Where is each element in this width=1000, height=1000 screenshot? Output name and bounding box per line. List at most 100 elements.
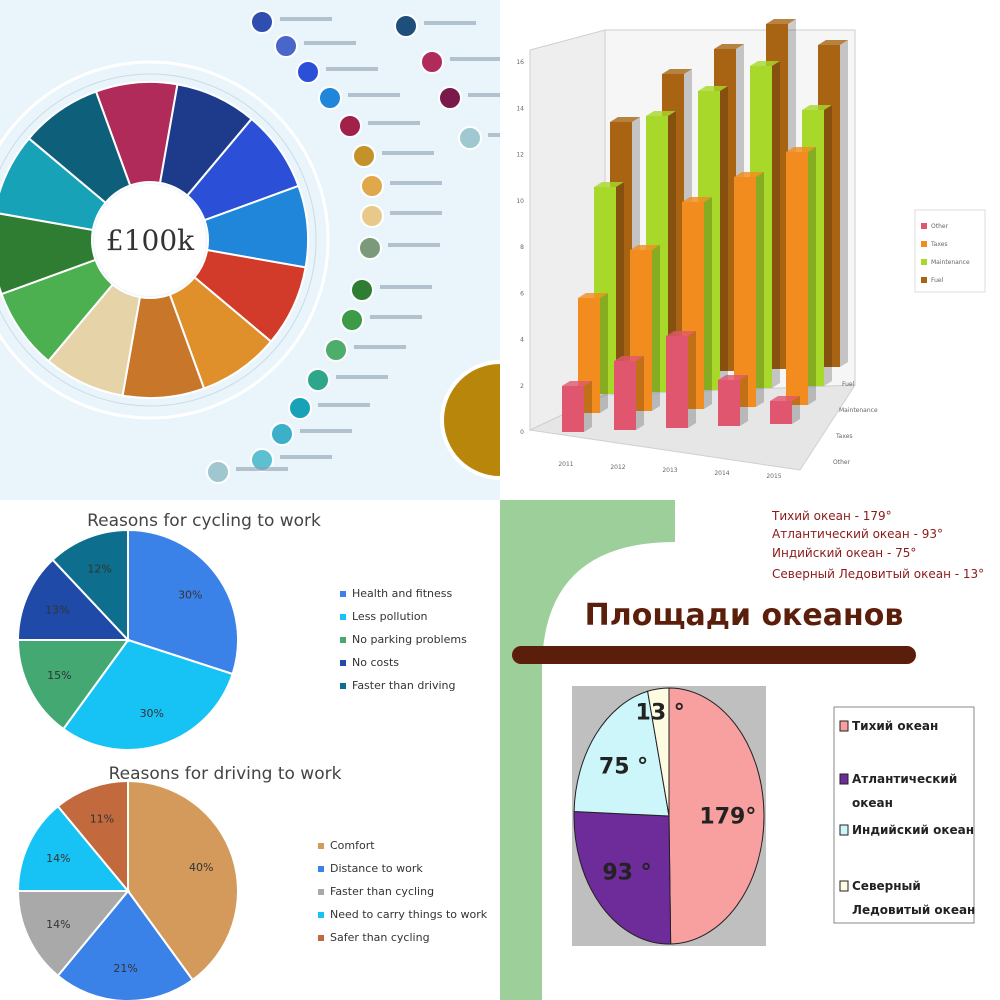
bubble-caption-placeholder: [336, 375, 388, 379]
bar-top: [698, 86, 728, 91]
bar: [562, 386, 584, 432]
bubble-caption-placeholder: [326, 67, 378, 71]
bar-side: [756, 172, 764, 407]
bar-top: [750, 61, 780, 66]
bar-side: [704, 197, 712, 409]
bubble-caption-placeholder: [450, 57, 500, 61]
bar-chart-svg: 0 2 4 6 8 10 12 14 16 2011 2012 2013 2014 2015 Fuel Mai…: [516, 19, 986, 480]
y-tick-label: 2: [520, 383, 524, 390]
driving-slice: [127, 779, 239, 982]
bar-side: [652, 245, 660, 411]
category-bubble: [306, 368, 330, 392]
bar-side: [616, 182, 624, 394]
x-tick-label: 2012: [610, 464, 625, 471]
corner-badge: [440, 360, 500, 480]
depth-axis-label: Maintenance: [839, 407, 878, 414]
x-tick-label: 2015: [766, 473, 781, 480]
oceans-slide: Тихий океан - 179° Атлантический океан -…: [500, 500, 1000, 1000]
category-bubble: [352, 144, 376, 168]
category-bubble: [360, 174, 384, 198]
bar-top: [630, 245, 660, 250]
depth-axis-label: Fuel: [842, 381, 855, 388]
ocean-legend-label: Индийский океан: [852, 823, 974, 837]
bar-side: [808, 147, 816, 405]
ocean-legend-label: Атлантический: [852, 772, 957, 786]
bar: [734, 177, 756, 407]
legend-swatch: [921, 241, 927, 247]
wheel-center: [94, 184, 206, 296]
driving-slice-label: 21%: [113, 962, 137, 975]
category-bubble: [360, 204, 384, 228]
bar-top: [562, 381, 592, 386]
legend-swatch: [921, 259, 927, 265]
bar-top: [734, 172, 764, 177]
driving-legend-label: Faster than cycling: [330, 885, 434, 898]
bar-top: [770, 396, 800, 401]
cycling-legend-label: No costs: [352, 656, 399, 669]
ocean-legend-label: Ледовитый океан: [852, 903, 975, 917]
bubble-caption-placeholder: [488, 133, 500, 137]
category-bubble: [438, 86, 462, 110]
bar-side: [584, 381, 592, 432]
bar-top: [594, 182, 624, 187]
ocean-legend-label: океан: [852, 796, 893, 810]
legend-swatch: [921, 223, 927, 229]
x-tick-label: 2014: [714, 470, 729, 477]
category-bubble: [274, 34, 298, 58]
bar-side: [668, 111, 676, 392]
cycling-slice-label: 13%: [45, 603, 69, 616]
ocean-note-2: Атлантический океан - 93°: [772, 527, 943, 541]
legend-label: Maintenance: [931, 259, 970, 266]
ocean-slice-label: 75 °: [599, 755, 648, 780]
bar: [718, 380, 740, 426]
category-bubble: [458, 126, 482, 150]
cycling-legend-label: Less pollution: [352, 610, 428, 623]
bubble-caption-placeholder: [348, 93, 400, 97]
budget-infographic: £100k: [0, 0, 500, 500]
cycling-slice: [16, 639, 130, 731]
bubble-caption-placeholder: [390, 211, 442, 215]
driving-slice: [56, 889, 195, 1000]
category-bubble: [250, 10, 274, 34]
bar-top: [662, 69, 692, 74]
y-tick-label: 10: [516, 198, 524, 205]
bar: [786, 152, 808, 405]
ocean-slice: [573, 690, 670, 817]
driving-legend-label: Need to carry things to work: [330, 908, 488, 921]
driving-legend-swatch: [318, 935, 324, 941]
ocean-legend-swatch: [839, 720, 849, 732]
category-bubble: [324, 338, 348, 362]
ocean-slice: [668, 687, 765, 945]
driving-chart-title: Reasons for driving to work: [109, 764, 342, 784]
bar: [770, 401, 792, 424]
ocean-legend-label: Тихий океан: [852, 719, 938, 733]
bar-side: [740, 375, 748, 426]
ocean-note-3: Индийский океан - 75°: [772, 546, 916, 560]
y-tick-label: 16: [516, 59, 524, 66]
legend-swatch: [921, 277, 927, 283]
bar-side: [720, 86, 728, 390]
driving-legend-swatch: [318, 889, 324, 895]
legend-label: Other: [931, 223, 949, 230]
driving-legend-label: Comfort: [330, 839, 375, 852]
category-bubble: [394, 14, 418, 38]
bar-side: [600, 293, 608, 413]
bubble-caption-placeholder: [304, 41, 356, 45]
y-tick-label: 4: [520, 337, 524, 344]
cycling-chart-title: Reasons for cycling to work: [87, 511, 321, 531]
category-bubble: [318, 86, 342, 110]
category-bubble: [288, 396, 312, 420]
driving-legend-swatch: [318, 866, 324, 872]
bubble-caption-placeholder: [300, 429, 352, 433]
cycling-legend-swatch: [340, 591, 346, 597]
driving-slice: [56, 779, 129, 894]
ocean-note-1: Тихий океан - 179°: [771, 509, 892, 523]
bubble-caption-placeholder: [382, 151, 434, 155]
legend-label: Taxes: [930, 241, 948, 248]
bubble-caption-placeholder: [354, 345, 406, 349]
category-bubble: [296, 60, 320, 84]
cycling-slice-label: 30%: [178, 589, 202, 602]
bubble-caption-placeholder: [280, 455, 332, 459]
bar-top: [614, 356, 644, 361]
bar-top: [802, 105, 832, 110]
